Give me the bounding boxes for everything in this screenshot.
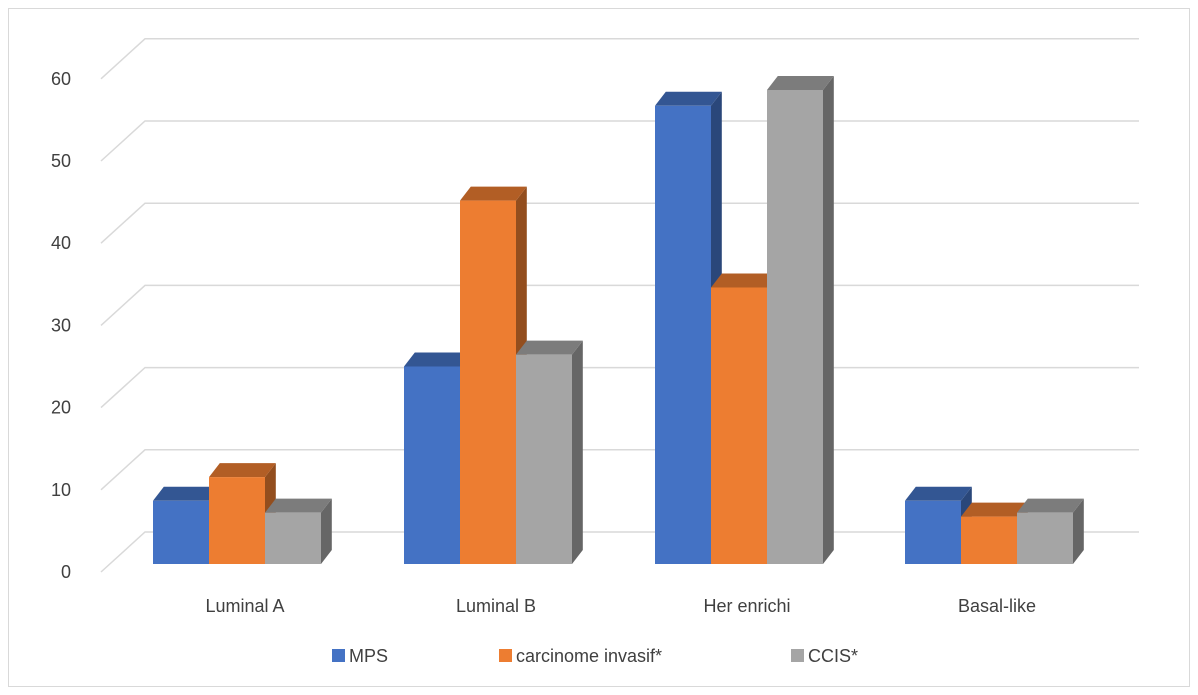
bar-top — [1017, 498, 1084, 513]
bar-side — [823, 76, 834, 564]
y-tick-label: 40 — [51, 233, 71, 253]
legend-label: carcinome invasif* — [516, 646, 662, 666]
bar-front — [153, 500, 209, 564]
bar — [767, 76, 834, 564]
legend-item: CCIS* — [791, 646, 858, 666]
x-category-label: Luminal A — [205, 596, 284, 616]
gridline — [100, 38, 1139, 80]
bar-front — [265, 512, 321, 564]
legend-label: CCIS* — [808, 646, 858, 666]
legend-item: carcinome invasif* — [499, 646, 662, 666]
bar-front — [516, 354, 572, 564]
y-axis-ticks: 0 10 20 30 40 50 60 — [51, 69, 71, 582]
bar-front — [655, 105, 711, 565]
bar-top — [209, 463, 276, 478]
gridline — [100, 366, 1139, 409]
bar — [655, 91, 722, 565]
bar-side — [1073, 498, 1084, 564]
gridline — [100, 202, 1139, 244]
bar-front — [711, 287, 767, 564]
gridline — [100, 284, 1139, 326]
bar-top — [961, 502, 1028, 517]
legend-item: MPS — [332, 646, 388, 666]
bar — [516, 340, 583, 564]
bar-front — [905, 500, 961, 564]
x-category-label: Luminal B — [456, 596, 536, 616]
gridlines — [100, 38, 1139, 573]
bar-front — [404, 366, 460, 564]
bar-chart: 0 10 20 30 40 50 60 Luminal A Luminal B Her enri… — [51, 38, 1139, 666]
bar-top — [711, 273, 778, 288]
bar-side — [321, 498, 332, 564]
bar-side — [572, 340, 583, 564]
bar-top — [265, 498, 332, 513]
legend-label: MPS — [349, 646, 388, 666]
bars — [153, 76, 1084, 565]
y-tick-label: 10 — [51, 480, 71, 500]
legend-swatch — [332, 649, 345, 662]
bar — [1017, 498, 1084, 564]
legend-swatch — [499, 649, 512, 662]
gridline — [100, 120, 1139, 162]
bar-top — [404, 352, 471, 367]
legend: MPS carcinome invasif* CCIS* — [332, 646, 858, 666]
bar-top — [460, 186, 527, 201]
bar-top — [655, 91, 722, 106]
y-tick-label: 50 — [51, 151, 71, 171]
x-category-label: Basal-like — [958, 596, 1036, 616]
bar-top — [516, 340, 583, 355]
y-tick-label: 30 — [51, 315, 71, 335]
legend-swatch — [791, 649, 804, 662]
bar-front — [767, 90, 823, 564]
chart-frame: 0 10 20 30 40 50 60 Luminal A Luminal B Her enri… — [8, 8, 1190, 687]
bar-top — [153, 486, 220, 501]
y-tick-label: 20 — [51, 398, 71, 418]
bar-front — [961, 516, 1017, 564]
bar-top — [905, 486, 972, 501]
y-tick-label: 60 — [51, 69, 71, 89]
bar-top — [767, 76, 834, 90]
bar — [265, 498, 332, 564]
bar-front — [1017, 512, 1073, 564]
bar-front — [460, 200, 516, 564]
x-axis-categories: Luminal A Luminal B Her enrichi Basal-like — [205, 596, 1036, 616]
x-category-label: Her enrichi — [703, 596, 790, 616]
y-tick-label: 0 — [61, 562, 71, 582]
bar-front — [209, 477, 265, 564]
